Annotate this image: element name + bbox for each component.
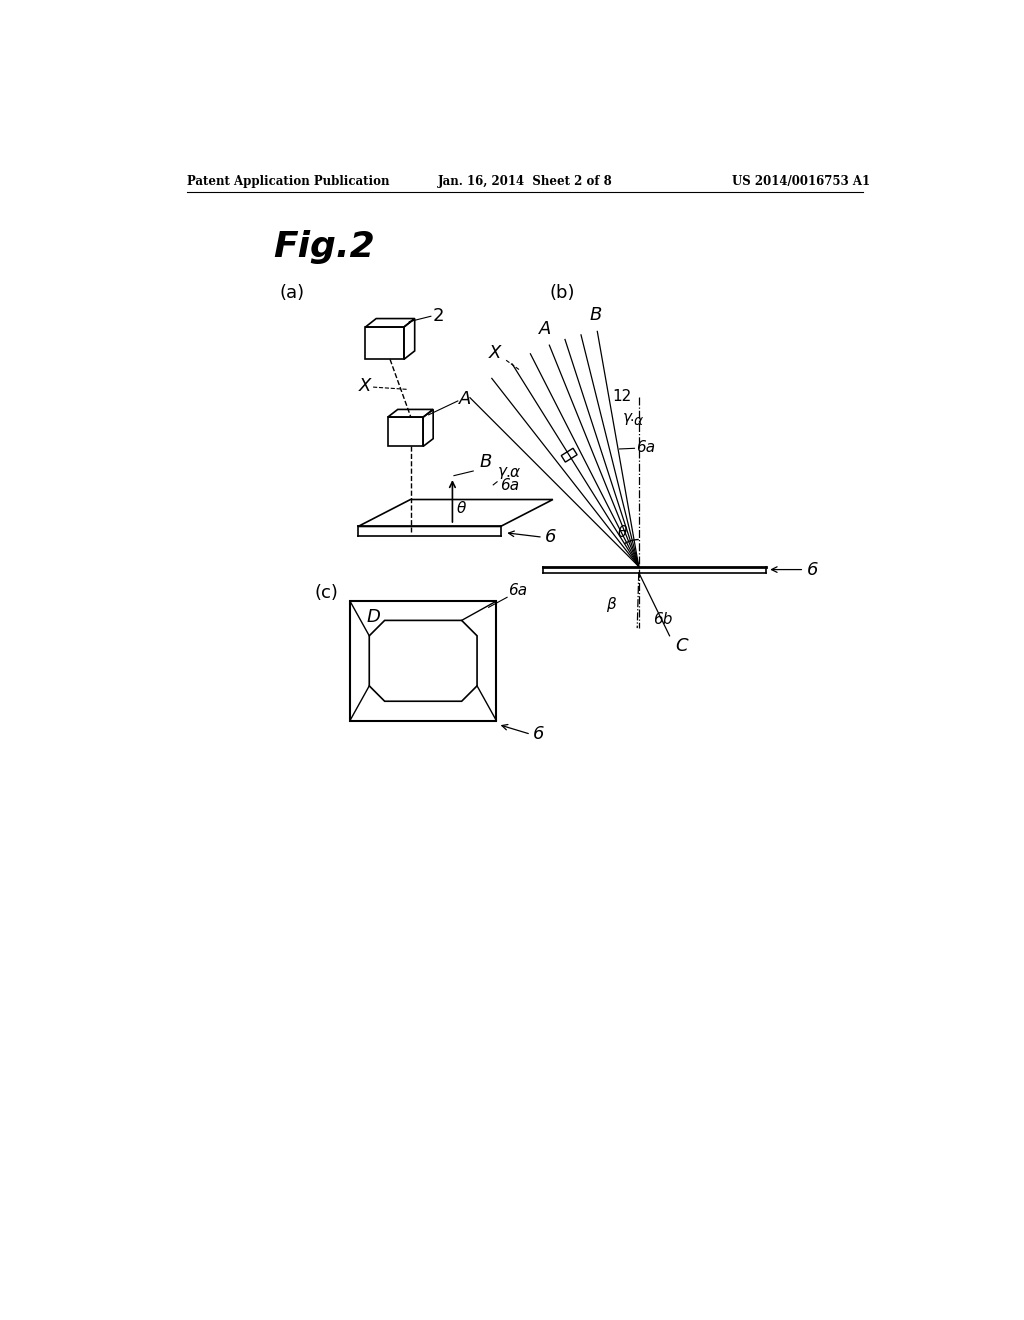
Text: A: A [460, 391, 472, 408]
Text: 6a: 6a [636, 440, 655, 455]
Text: $\cdot\alpha$: $\cdot\alpha$ [630, 414, 645, 429]
Text: 6a: 6a [508, 583, 527, 598]
Text: X: X [489, 345, 502, 362]
Text: 6a: 6a [500, 478, 519, 492]
Text: 6: 6 [807, 561, 818, 578]
Text: 12: 12 [612, 388, 632, 404]
Text: D: D [367, 607, 381, 626]
Text: (a): (a) [280, 284, 305, 302]
Text: $\theta$: $\theta$ [456, 500, 467, 516]
Text: X: X [359, 376, 372, 395]
Text: (b): (b) [549, 284, 574, 302]
Text: Patent Application Publication: Patent Application Publication [186, 176, 389, 187]
Text: US 2014/0016753 A1: US 2014/0016753 A1 [731, 176, 869, 187]
Text: $\theta$: $\theta$ [617, 524, 629, 540]
Text: $\gamma$: $\gamma$ [497, 465, 509, 480]
Text: C: C [676, 638, 688, 655]
Text: B: B [479, 453, 492, 471]
Text: $\beta$: $\beta$ [606, 595, 617, 614]
Text: Jan. 16, 2014  Sheet 2 of 8: Jan. 16, 2014 Sheet 2 of 8 [437, 176, 612, 187]
Text: B: B [589, 306, 601, 323]
Text: (c): (c) [315, 585, 339, 602]
Text: $\alpha$: $\alpha$ [509, 465, 520, 480]
Text: $\gamma$: $\gamma$ [622, 411, 633, 426]
Text: Fig.2: Fig.2 [273, 230, 375, 264]
Text: $\cdot$: $\cdot$ [505, 467, 510, 482]
Text: A: A [539, 321, 551, 338]
Bar [350, 601, 497, 721]
Text: 6: 6 [534, 726, 545, 743]
Text: 2: 2 [432, 308, 443, 325]
Text: 6b: 6b [652, 612, 672, 627]
Text: 6: 6 [545, 528, 557, 546]
